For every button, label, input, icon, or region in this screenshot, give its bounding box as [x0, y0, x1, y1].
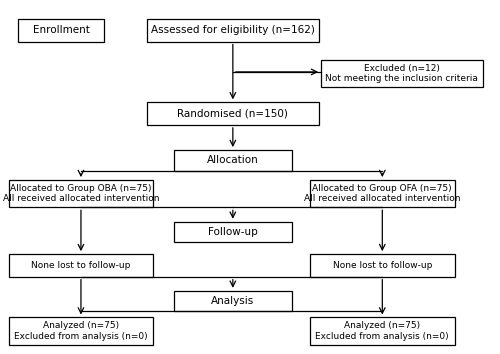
Text: Analyzed (n=75)
Excluded from analysis (n=0): Analyzed (n=75) Excluded from analysis (… [316, 321, 449, 341]
Text: Follow-up: Follow-up [208, 227, 258, 237]
FancyBboxPatch shape [147, 19, 318, 41]
FancyBboxPatch shape [8, 318, 153, 345]
FancyBboxPatch shape [310, 254, 454, 277]
FancyBboxPatch shape [147, 102, 318, 125]
FancyBboxPatch shape [174, 222, 292, 242]
Text: Randomised (n=150): Randomised (n=150) [178, 109, 288, 119]
Text: Excluded (n=12)
Not meeting the inclusion criteria: Excluded (n=12) Not meeting the inclusio… [326, 64, 478, 83]
Text: Allocation: Allocation [207, 155, 258, 165]
Text: Analysis: Analysis [211, 296, 254, 306]
FancyBboxPatch shape [8, 254, 153, 277]
FancyBboxPatch shape [174, 150, 292, 171]
FancyBboxPatch shape [174, 291, 292, 312]
FancyBboxPatch shape [8, 180, 153, 207]
Text: Analyzed (n=75)
Excluded from analysis (n=0): Analyzed (n=75) Excluded from analysis (… [14, 321, 148, 341]
Text: None lost to follow-up: None lost to follow-up [332, 261, 432, 270]
Text: Allocated to Group OFA (n=75)
All received allocated intervention: Allocated to Group OFA (n=75) All receiv… [304, 184, 460, 204]
FancyBboxPatch shape [321, 60, 483, 87]
Text: Assessed for eligibility (n=162): Assessed for eligibility (n=162) [151, 25, 315, 35]
FancyBboxPatch shape [310, 180, 454, 207]
Text: None lost to follow-up: None lost to follow-up [32, 261, 130, 270]
Text: Allocated to Group OBA (n=75)
All received allocated intervention: Allocated to Group OBA (n=75) All receiv… [2, 184, 159, 204]
FancyBboxPatch shape [310, 318, 454, 345]
FancyBboxPatch shape [18, 19, 104, 41]
Text: Enrollment: Enrollment [33, 25, 90, 35]
